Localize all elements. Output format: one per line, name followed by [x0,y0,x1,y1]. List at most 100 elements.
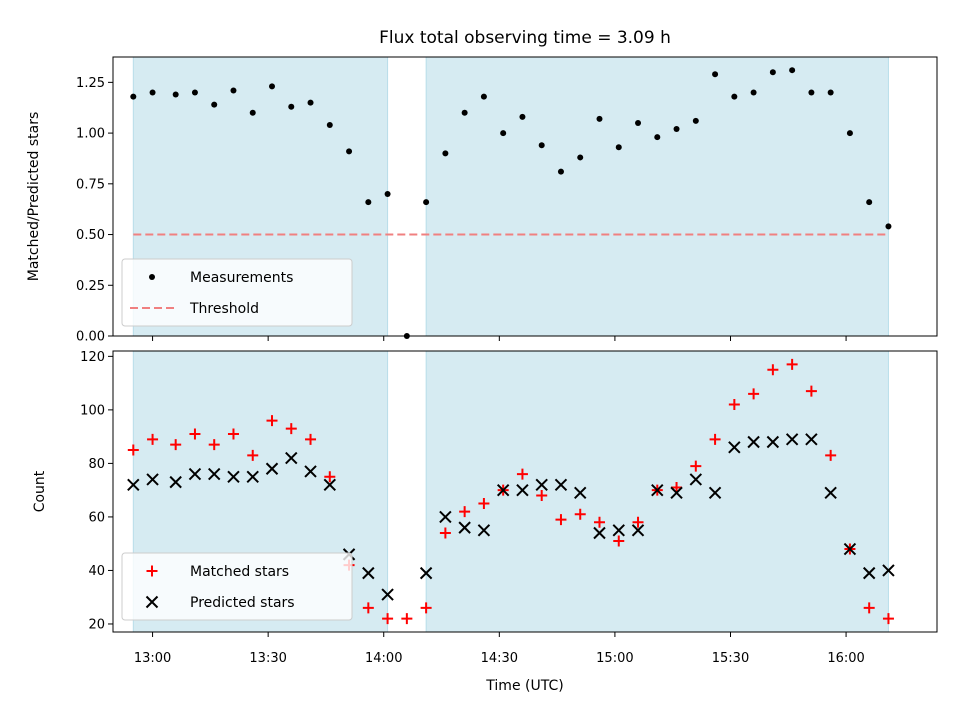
matched-star-point [516,468,528,480]
top-legend: Measurements Threshold [121,258,353,327]
matched-star-point [189,428,201,440]
x-tick-label: 13:00 [134,651,171,666]
matched-star-point [748,388,760,400]
matched-star-point [825,449,837,461]
measurement-point [557,168,564,175]
measurement-point [654,134,661,141]
measurement-point [769,69,776,76]
measurement-points [130,67,892,339]
matched-star-point [728,399,740,411]
matched-star-point [382,613,394,625]
measurement-point [461,109,468,116]
y-tick-label: 0.75 [76,177,105,192]
predicted-star-point [304,465,317,478]
measurement-point [519,113,526,120]
measurement-point [750,89,757,96]
matched-star-point [324,471,336,483]
matched-star-point [127,444,139,456]
measurement-point [442,150,449,157]
legend-label: Predicted stars [190,595,295,611]
predicted-star-point [631,524,645,537]
measurement-point [191,89,198,96]
measurement-point [885,223,892,230]
y-tick-label: 0.00 [76,330,105,345]
legend-matched-swatch [146,565,158,577]
predicted-star-point [439,510,452,524]
measurement-point [846,130,853,137]
chart-title: Flux total observing time = 3.09 h [379,28,671,48]
matched-star-point [805,385,817,397]
measurement-point [307,99,314,106]
predicted-star-point [785,433,799,446]
matched-star-point [227,428,239,440]
predicted-star-point [146,473,159,486]
measurement-point [577,154,584,161]
predicted-star-point [843,542,857,556]
measurement-point [149,89,156,96]
matched-star-point [767,364,779,376]
bottom-panel: 20 40 60 80 100 120 13:00 13:30 14:00 14:30 15:00… [32,350,938,694]
y-tick-label: 0.50 [76,228,105,243]
predicted-star-point [574,486,587,500]
measurement-point [365,199,372,206]
matched-star-point [632,516,644,528]
y-tick-label: 1.00 [76,127,105,142]
matched-star-point [690,460,702,472]
y-tick-label: 120 [80,350,105,365]
measurement-point [827,89,834,96]
predicted-star-point [381,588,394,601]
x-axis-label: Time (UTC) [485,678,563,694]
matched-star-point [882,613,894,625]
legend-label: Measurements [190,270,293,286]
predicted-star-point [824,486,837,500]
top-axes-frame [112,56,938,337]
matched-star-point [147,433,159,445]
predicted-star-point [516,483,529,497]
predicted-star-point [265,462,279,475]
bottom-legend: Matched stars Predicted stars [121,552,353,621]
predicted-star-point [477,524,491,537]
x-tick-label: 15:00 [596,651,633,666]
measurement-point [423,199,430,206]
top-panel: 0.00 0.25 0.50 0.75 1.00 1.25 Matched/Predict… [26,56,938,345]
predicted-star-point [612,524,625,537]
matched-star-point [593,516,605,528]
x-tick-label: 13:30 [249,651,286,666]
legend-label: Threshold [189,301,259,317]
predicted-star-point [323,478,337,492]
measurement-point [269,83,276,90]
measurement-point [692,117,699,124]
matched-star-point [266,415,278,427]
predicted-star-point [651,483,664,497]
measurement-point [500,130,507,137]
legend-box [121,552,353,621]
predicted-star-point [246,470,259,483]
predicted-star-point [554,478,568,492]
predicted-star-point [766,435,780,449]
measurement-point [615,144,622,151]
matched-star-point [285,423,297,435]
matched-star-point [863,602,875,614]
measurement-point [635,119,642,126]
matched-star-point [536,490,548,502]
y-tick-label: 80 [88,457,105,472]
measurement-point [673,126,680,133]
legend-label: Matched stars [190,564,289,580]
bottom-axes-frame [112,350,938,633]
top-x-ticks [152,336,847,341]
matched-star-point [420,602,432,614]
bottom-x-ticks: 13:00 13:30 14:00 14:30 15:00 15:30 16:00 [134,632,865,666]
matched-star-point [709,433,721,445]
predicted-star-point [862,566,876,580]
predicted-star-point [227,470,240,483]
bottom-y-axis-label: Count [32,470,48,512]
measurement-point [130,93,137,100]
predicted-star-point [208,467,221,481]
matched-star-point [401,613,413,625]
matched-star-point [613,535,625,547]
measurement-point [866,199,873,206]
legend-measurement-swatch [149,274,155,280]
matched-star-point [555,514,567,526]
matched-star-point [208,439,220,451]
matched-star-point [671,481,683,493]
